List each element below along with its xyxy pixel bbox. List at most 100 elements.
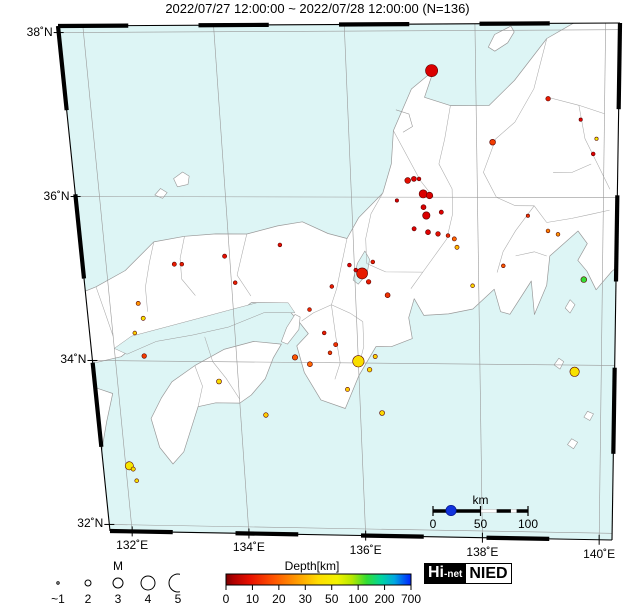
graticule-meridian (343, 24, 366, 536)
magnitude-legend-label: 4 (144, 592, 152, 606)
earthquake-marker (216, 378, 222, 385)
magnitude-legend-symbols (56, 573, 180, 593)
earthquake-marker (140, 315, 146, 321)
depth-legend-label: 10 (245, 592, 260, 606)
prefecture-boundary (410, 238, 448, 289)
earthquake-marker (233, 280, 238, 285)
earthquake-marker (578, 117, 583, 122)
x-axis-tick-label: 134˚E (232, 540, 265, 555)
prefecture-boundary (194, 365, 203, 407)
prefecture-boundary (331, 304, 363, 322)
scalebar-segment (510, 509, 517, 513)
earthquake-marker (394, 198, 399, 203)
frame-bottom-tick (360, 533, 424, 539)
earthquake-marker (438, 209, 444, 215)
graticule-parallel (58, 29, 620, 33)
earthquake-marker (569, 366, 580, 377)
earthquake-marker (130, 466, 136, 472)
frame-left-tick (73, 194, 87, 279)
graticule-parallel (109, 524, 613, 534)
prefecture-boundary (366, 263, 423, 273)
logo-net-text: -net (444, 569, 463, 580)
prefecture-boundary (301, 304, 332, 322)
frame-right-tick (613, 195, 620, 282)
earthquake-marker (590, 151, 596, 157)
frame-bottom-tick (486, 535, 550, 541)
earthquake-marker (379, 410, 385, 416)
scalebar-tick-label: 50 (474, 517, 488, 531)
earthquake-marker (435, 231, 441, 237)
depth-legend-label: 100 (348, 592, 369, 606)
earthquake-marker (501, 263, 506, 268)
logo-hinet: Hi -net (425, 564, 466, 583)
x-axis-tick-label: 140˚E (583, 546, 616, 561)
map-content (58, 23, 620, 540)
earthquake-marker (291, 354, 298, 361)
earthquake-marker (263, 412, 269, 418)
coastline-hachijo (567, 438, 578, 450)
prefecture-boundary (331, 238, 348, 305)
seismicity-map: km 0 50 100 (53, 21, 623, 545)
scalebar-unit-label: km (473, 493, 489, 507)
frame-bottom-tick (109, 528, 173, 535)
prefecture-boundary (546, 209, 610, 223)
earthquake-marker (422, 211, 431, 220)
logo-nied-text: NIED (465, 564, 511, 583)
earthquake-markers (124, 64, 599, 483)
magnitude-symbol (56, 581, 60, 585)
earthquake-marker (420, 204, 427, 210)
earthquake-marker (489, 139, 496, 146)
page-title: 2022/07/27 12:00:00 ~ 2022/07/28 12:00:0… (165, 1, 470, 16)
coastline-awaji (281, 314, 301, 345)
coastline-mikura (583, 411, 594, 421)
map-canvas: km 0 50 100 (53, 21, 623, 545)
map-scalebar: km 0 50 100 (430, 493, 539, 531)
earthquake-marker (545, 96, 551, 102)
earthquake-marker (425, 191, 434, 200)
logo-hi-text: Hi (428, 564, 444, 581)
prefecture-boundary (483, 38, 548, 198)
prefecture-boundary (496, 205, 535, 273)
prefecture-boundary (76, 384, 88, 451)
magnitude-legend-label: 3 (114, 592, 122, 606)
earthquake-marker (307, 361, 313, 368)
coastline-sado (487, 25, 515, 52)
y-axis-tick-label: 36˚N (43, 188, 70, 203)
frame-bottom-tick (235, 531, 299, 537)
magnitude-legend-label: ~1 (51, 592, 65, 606)
y-axis-tick-label: 32˚N (77, 516, 104, 531)
coastline-niijima (553, 357, 564, 370)
earthquake-marker (418, 189, 428, 199)
earthquake-marker (135, 300, 141, 306)
map-frame (53, 21, 623, 545)
depth-legend-label: 0 (222, 592, 230, 606)
earthquake-marker (179, 262, 185, 267)
earthquake-marker (451, 236, 457, 242)
earthquake-marker (307, 307, 312, 312)
earthquake-marker (545, 228, 551, 234)
prefecture-boundary (515, 251, 547, 257)
depth-legend-label: 50 (325, 592, 339, 606)
magnitude-symbol (140, 575, 156, 591)
coastline-shikoku (150, 341, 282, 465)
earthquake-marker (470, 283, 475, 288)
depth-colorbar (225, 573, 412, 590)
scalebar-segment (480, 509, 497, 513)
earthquake-marker (555, 232, 561, 237)
scalebar-tick-label: 100 (518, 517, 538, 531)
prefecture-boundary (365, 192, 384, 264)
earthquake-marker (132, 330, 138, 336)
graticule-meridian (598, 23, 606, 540)
x-axis-tick-label: 138˚E (466, 544, 499, 559)
earthquake-marker (141, 353, 147, 359)
earthquake-marker (322, 330, 327, 336)
earthquake-marker (384, 292, 391, 299)
depth-legend-label: 20 (272, 592, 286, 606)
prefecture-boundary (496, 197, 547, 223)
graticule-meridian (213, 25, 250, 534)
earthquake-marker (347, 262, 352, 268)
earthquake-marker (370, 259, 375, 265)
prefecture-boundary (331, 304, 341, 380)
earthquake-marker (329, 284, 334, 289)
prefecture-boundary (204, 336, 240, 400)
